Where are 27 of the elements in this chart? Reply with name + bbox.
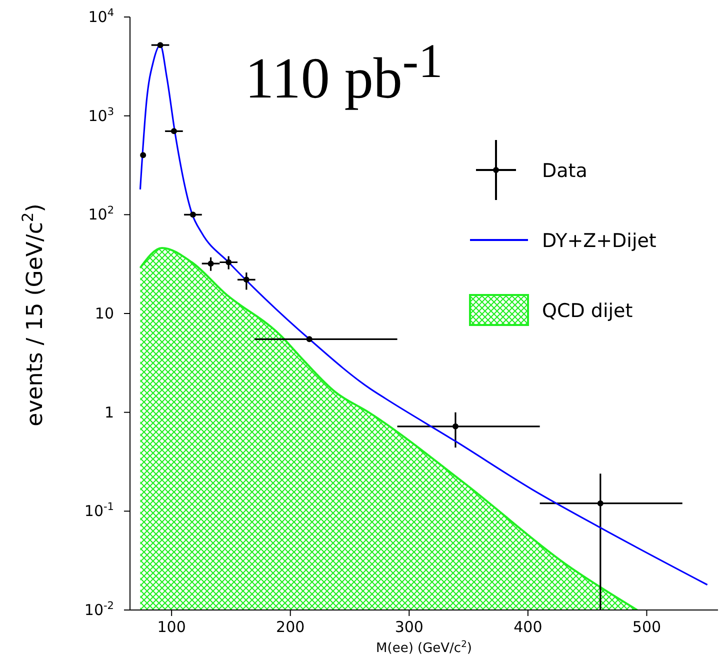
x-tick-label: 200 — [276, 618, 305, 636]
point — [140, 152, 146, 158]
y-tick-label: 10$^{-2}$ — [84, 600, 114, 619]
y-tick-label: 10$^{2}$ — [88, 204, 114, 224]
legend-label: QCD dijet — [542, 300, 633, 322]
annotation: 110 pb$^{-1}$ — [245, 35, 443, 110]
point — [157, 42, 164, 48]
y-tick-label: 10$^{4}$ — [88, 7, 114, 26]
y-tick-label: 1 — [104, 403, 114, 422]
point — [452, 423, 458, 430]
point — [597, 500, 604, 506]
y-tick-label: 10$^{3}$ — [88, 106, 114, 125]
point — [170, 128, 177, 134]
x-tick-label: 400 — [514, 618, 542, 636]
legend-label: Data — [542, 160, 588, 182]
point — [243, 276, 250, 283]
x-tick-label: 500 — [632, 618, 662, 636]
point — [226, 259, 232, 266]
point — [306, 336, 312, 342]
point — [208, 260, 214, 267]
legend-label: DY+Z+Dijet — [542, 230, 656, 252]
point — [190, 212, 196, 218]
x-axis-title: M(ee) (GeV/c$^{2}$) — [376, 640, 472, 656]
x-tick-label: 300 — [394, 618, 424, 636]
y-tick-label: 10$^{-1}$ — [84, 501, 114, 520]
x-tick-label: 100 — [157, 618, 186, 636]
y-tick-label: 10 — [94, 304, 114, 322]
